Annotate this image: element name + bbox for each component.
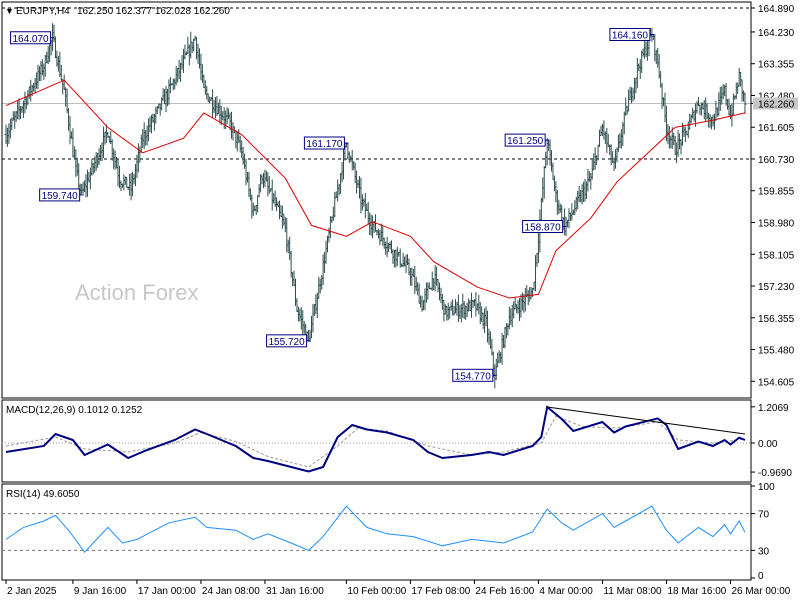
time-tick-label: 24 Jan 08:00	[202, 586, 260, 597]
macd-panel: MACD(12,26,9) 0.1012 0.1252 1.2069 0.00 -0…	[1, 399, 792, 483]
price-tick-label: 154.605	[758, 377, 795, 388]
price-tick: 155.480	[751, 346, 795, 357]
price-tick-label: 156.355	[758, 314, 795, 325]
price-tick-label: 158.105	[758, 250, 795, 261]
swing-label: 164.070	[10, 31, 55, 45]
price-tick-label: 155.480	[758, 346, 795, 357]
price-tick: 160.730	[751, 155, 795, 166]
swing-label-text: 158.870	[525, 222, 562, 233]
macd-tick-label: 1.2069	[758, 403, 789, 414]
price-tick: 159.855	[751, 187, 795, 198]
macd-axis: 1.2069 0.00 -0.9690	[751, 403, 792, 479]
price-tick: 163.355	[751, 60, 795, 71]
swing-label: 161.170	[303, 136, 349, 150]
price-tick: 164.230	[751, 28, 795, 39]
time-tick-label: 2 Jan 2025	[7, 586, 57, 597]
price-tick-label: 164.890	[758, 4, 795, 15]
price-tick-label: 164.230	[758, 28, 795, 39]
rsi-axis: 100 70 30 0	[751, 482, 775, 582]
moving-average-line	[5, 79, 746, 299]
macd-trendline	[547, 406, 746, 435]
time-tick-label: 4 Mar 00:00	[539, 586, 593, 597]
macd-line	[5, 405, 746, 473]
time-tick-label: 17 Feb 08:00	[411, 586, 470, 597]
chart-menu-icon[interactable]: ▼	[5, 6, 14, 16]
price-tick: 164.890	[751, 4, 795, 15]
rsi-tick-label: 30	[758, 546, 770, 557]
swing-label-text: 159.740	[42, 191, 79, 202]
swing-label-text: 161.170	[306, 139, 343, 150]
swing-label-text: 161.250	[507, 136, 544, 147]
swing-label: 164.160	[609, 27, 654, 41]
price-tick-label: 157.230	[758, 282, 795, 293]
price-tick-label: 159.855	[758, 187, 795, 198]
swing-label: 155.720	[266, 334, 311, 348]
rsi-line	[5, 505, 746, 553]
swing-label-text: 155.720	[269, 337, 306, 348]
rsi-tick-label: 70	[758, 510, 770, 521]
macd-title: MACD(12,26,9) 0.1012 0.1252	[6, 405, 143, 416]
swing-label: 154.770	[452, 368, 497, 382]
macd-panel-frame	[1, 399, 752, 483]
rsi-level-lines	[2, 513, 751, 551]
current-price-marker: 162.260	[751, 97, 798, 110]
price-tick-label: 162.480	[758, 91, 795, 102]
time-tick-label: 11 Mar 08:00	[603, 586, 662, 597]
rsi-tick-label: 0	[758, 571, 764, 582]
swing-label-text: 164.160	[612, 30, 649, 41]
price-tick-label: 161.605	[758, 123, 795, 134]
swing-label: 161.250	[504, 133, 550, 147]
watermark: Action Forex	[75, 280, 199, 305]
rsi-panel: RSI(14) 49.6050 100 70 30 0	[1, 482, 775, 582]
price-tick: 157.230	[751, 282, 795, 293]
price-bars	[4, 23, 747, 389]
price-tick: 158.980	[751, 219, 795, 230]
swing-label: 158.870	[522, 219, 567, 233]
chart-symbol-label: EURJPY,H4	[16, 6, 70, 17]
time-tick-label: 31 Jan 16:00	[266, 586, 324, 597]
rsi-tick-label: 100	[758, 482, 775, 493]
price-panel-frame	[1, 1, 752, 399]
price-tick-label: 163.355	[758, 60, 795, 71]
price-panel: ▼ EURJPY,H4 162.250 162.377 162.028 162.…	[1, 1, 798, 399]
price-tick: 162.480	[751, 91, 795, 102]
swing-labels: 164.070 159.740 161.170 155.720 154.770 164.1…	[10, 27, 654, 382]
price-tick: 156.355	[751, 314, 795, 325]
price-tick: 161.605	[751, 123, 795, 134]
time-tick-label: 17 Jan 00:00	[138, 586, 196, 597]
time-tick-label: 24 Feb 16:00	[475, 586, 534, 597]
time-tick-label: 18 Mar 16:00	[667, 586, 726, 597]
price-tick-label: 162.260	[758, 99, 795, 110]
swing-label-text: 154.770	[455, 371, 492, 382]
chart-ohlc-readout: 162.250 162.377 162.028 162.260	[77, 6, 230, 17]
macd-tick-label: -0.9690	[758, 468, 792, 479]
price-bar	[743, 92, 747, 114]
price-tick-label: 160.730	[758, 155, 795, 166]
rsi-title: RSI(14) 49.6050	[6, 489, 80, 500]
swing-label-text: 164.070	[12, 34, 49, 45]
price-tick: 154.605	[751, 377, 795, 388]
time-tick-label: 10 Feb 00:00	[347, 586, 406, 597]
macd-tick-label: 0.00	[758, 439, 778, 450]
rsi-panel-frame	[1, 483, 752, 581]
time-axis: 2 Jan 2025 9 Jan 16:00 17 Jan 00:00 24 Jan …	[5, 580, 791, 597]
time-tick-label: 9 Jan 16:00	[74, 586, 127, 597]
swing-label: 159.740	[39, 188, 84, 202]
price-tick: 158.105	[751, 250, 795, 261]
price-tick-label: 158.980	[758, 219, 795, 230]
time-tick-label: 26 Mar 00:00	[731, 586, 790, 597]
